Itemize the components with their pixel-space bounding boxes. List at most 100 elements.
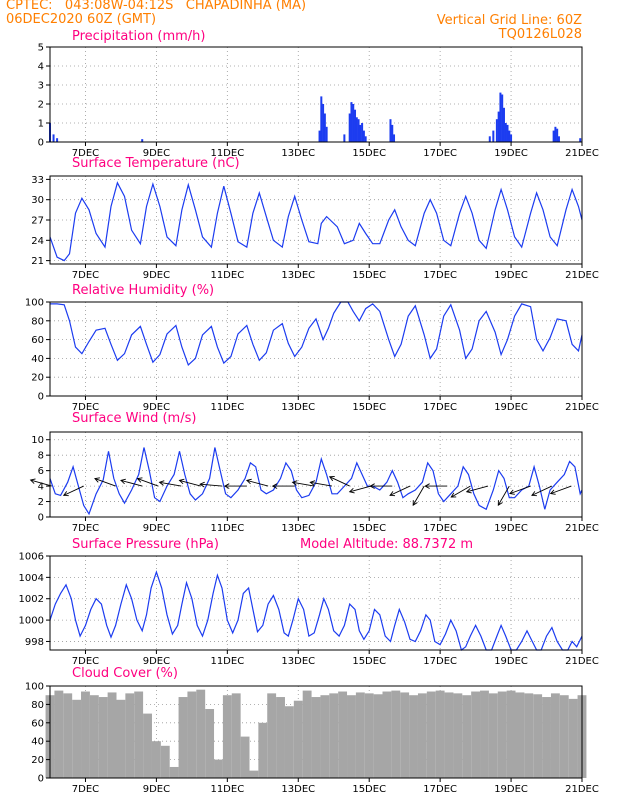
wind-plot-area [50, 432, 582, 517]
cloud-bar [214, 759, 223, 778]
precipitation-x-tick-label: 9DEC [143, 148, 170, 159]
wind-arrow-head [271, 483, 278, 489]
precip-bar [348, 113, 351, 142]
precip-bar [56, 138, 59, 142]
wind-arrow-head [94, 477, 100, 483]
wind-arrow [310, 481, 333, 487]
precip-bar [556, 128, 559, 142]
cloud-bar [196, 689, 206, 778]
temperature-x-tick-label: 19DEC [494, 270, 528, 281]
wind-arrow [120, 479, 143, 487]
humidity-y-tick-label: 40 [31, 354, 44, 365]
temperature-line [49, 181, 583, 262]
wind-arrow [531, 485, 553, 496]
cloud-bar [81, 691, 90, 778]
cloud-bar [329, 693, 339, 778]
cloud-cover-panel: 0 20 40 60 80 100 7DEC 9DEC 11DEC 13DEC 15DEC 17DEC… [25, 666, 599, 795]
pressure-line [49, 570, 583, 652]
temperature-y-tick-label: 21 [31, 256, 44, 267]
cloud-cover-x-tick-label: 7DEC [72, 784, 99, 795]
wind-arrow-head [424, 483, 430, 489]
precipitation-panel: 0 1 2 3 4 5 7DEC 9DEC 11DEC 13DEC 15DEC 17DEC 19DEC 2… [38, 29, 599, 159]
precip-bar [389, 119, 392, 142]
cloud-bar [338, 691, 348, 778]
cloud-cover-y-tick-label: 0 [38, 774, 44, 785]
cloud-cover-x-tick-label: 11DEC [210, 784, 244, 795]
cloud-bar [426, 691, 436, 778]
header-station: CPTEC: 043:08W-04:12S CHAPADINHA (MA) [6, 0, 307, 13]
cloud-bar [125, 693, 135, 778]
precip-bar [352, 104, 355, 142]
cloud-bar [471, 691, 481, 778]
humidity-x-tick-label: 11DEC [210, 402, 244, 413]
precipitation-x-tick-label: 21DEC [565, 148, 599, 159]
precip-bar [506, 124, 509, 142]
wind-arrow-head [389, 491, 396, 497]
pressure-x-tick-label: 17DEC [423, 656, 457, 667]
cloud-bar [284, 706, 294, 778]
pressure-frame [49, 555, 583, 651]
cloud-cover-x-tick-label: 21DEC [565, 784, 599, 795]
temperature-x-tick-label: 15DEC [352, 270, 386, 281]
humidity-plot-area [50, 302, 582, 396]
humidity-title: Relative Humidity (%) [72, 283, 214, 298]
precipitation-y-tick-label: 4 [38, 62, 44, 73]
cloud-bar [453, 693, 463, 778]
cloud-bar [409, 695, 418, 778]
temperature-y-tick-label: 27 [31, 216, 44, 227]
temperature-x-tick-label: 7DEC [72, 270, 99, 281]
cloud-bar [497, 691, 507, 778]
cloud-bar [391, 690, 401, 778]
precip-bar [141, 139, 144, 142]
cloud-bar [524, 693, 534, 778]
cloud-bar [320, 695, 330, 778]
precip-bar [323, 113, 326, 142]
wind-frame [49, 431, 583, 518]
wind-arrow [200, 483, 223, 487]
wind-title: Surface Wind (m/s) [72, 411, 196, 426]
humidity-line [50, 301, 583, 367]
precip-bar [510, 134, 513, 142]
wind-line [49, 447, 583, 516]
precip-bar [552, 130, 555, 142]
wind-arrow-head [497, 500, 503, 506]
precip-bar [322, 104, 325, 142]
precip-bar [355, 117, 358, 142]
precipitation-title: Precipitation (mm/h) [72, 29, 205, 44]
precip-bar [492, 130, 495, 142]
humidity-y-tick-label: 20 [31, 373, 44, 384]
precipitation-y-tick-label: 3 [38, 81, 44, 92]
precip-bar [391, 124, 394, 142]
humidity-x-tick-label: 7DEC [72, 402, 99, 413]
wind-arrow [137, 478, 159, 487]
cloud-cover-y-tick-label: 60 [31, 718, 44, 729]
precip-bar [364, 136, 367, 142]
precip-bar [499, 92, 502, 142]
cloud-cover-x-tick-label: 15DEC [352, 784, 386, 795]
wind-arrow [451, 485, 471, 498]
cloud-bar [382, 691, 392, 778]
wind-x-tick-label: 15DEC [352, 523, 386, 534]
wind-x-tick-label: 13DEC [281, 523, 315, 534]
wind-y-tick-label: 6 [38, 466, 44, 477]
pressure-y-tick-label: 1004 [19, 573, 44, 584]
precip-bar [343, 134, 346, 142]
cloud-bar [373, 694, 383, 778]
cloud-bar [542, 697, 551, 778]
pressure-y-tick-label: 1006 [19, 552, 44, 563]
wind-y-tick-label: 0 [38, 513, 44, 524]
temperature-title: Surface Temperature (nC) [72, 156, 240, 171]
cloud-bar [169, 766, 179, 778]
precip-bar [361, 123, 364, 142]
cloud-cover-x-tick-label: 13DEC [281, 784, 315, 795]
wind-arrow [292, 481, 315, 487]
cloud-bar [444, 692, 454, 778]
cloud-cover-y-tick-label: 80 [31, 700, 44, 711]
cloud-bar [435, 690, 445, 778]
pressure-x-tick-label: 19DEC [494, 656, 528, 667]
cloud-bar [222, 695, 232, 778]
pressure-x-tick-label: 11DEC [210, 656, 244, 667]
wind-arrow [466, 485, 489, 493]
temperature-y-tick-label: 24 [31, 236, 44, 247]
temperature-x-tick-label: 11DEC [210, 270, 244, 281]
